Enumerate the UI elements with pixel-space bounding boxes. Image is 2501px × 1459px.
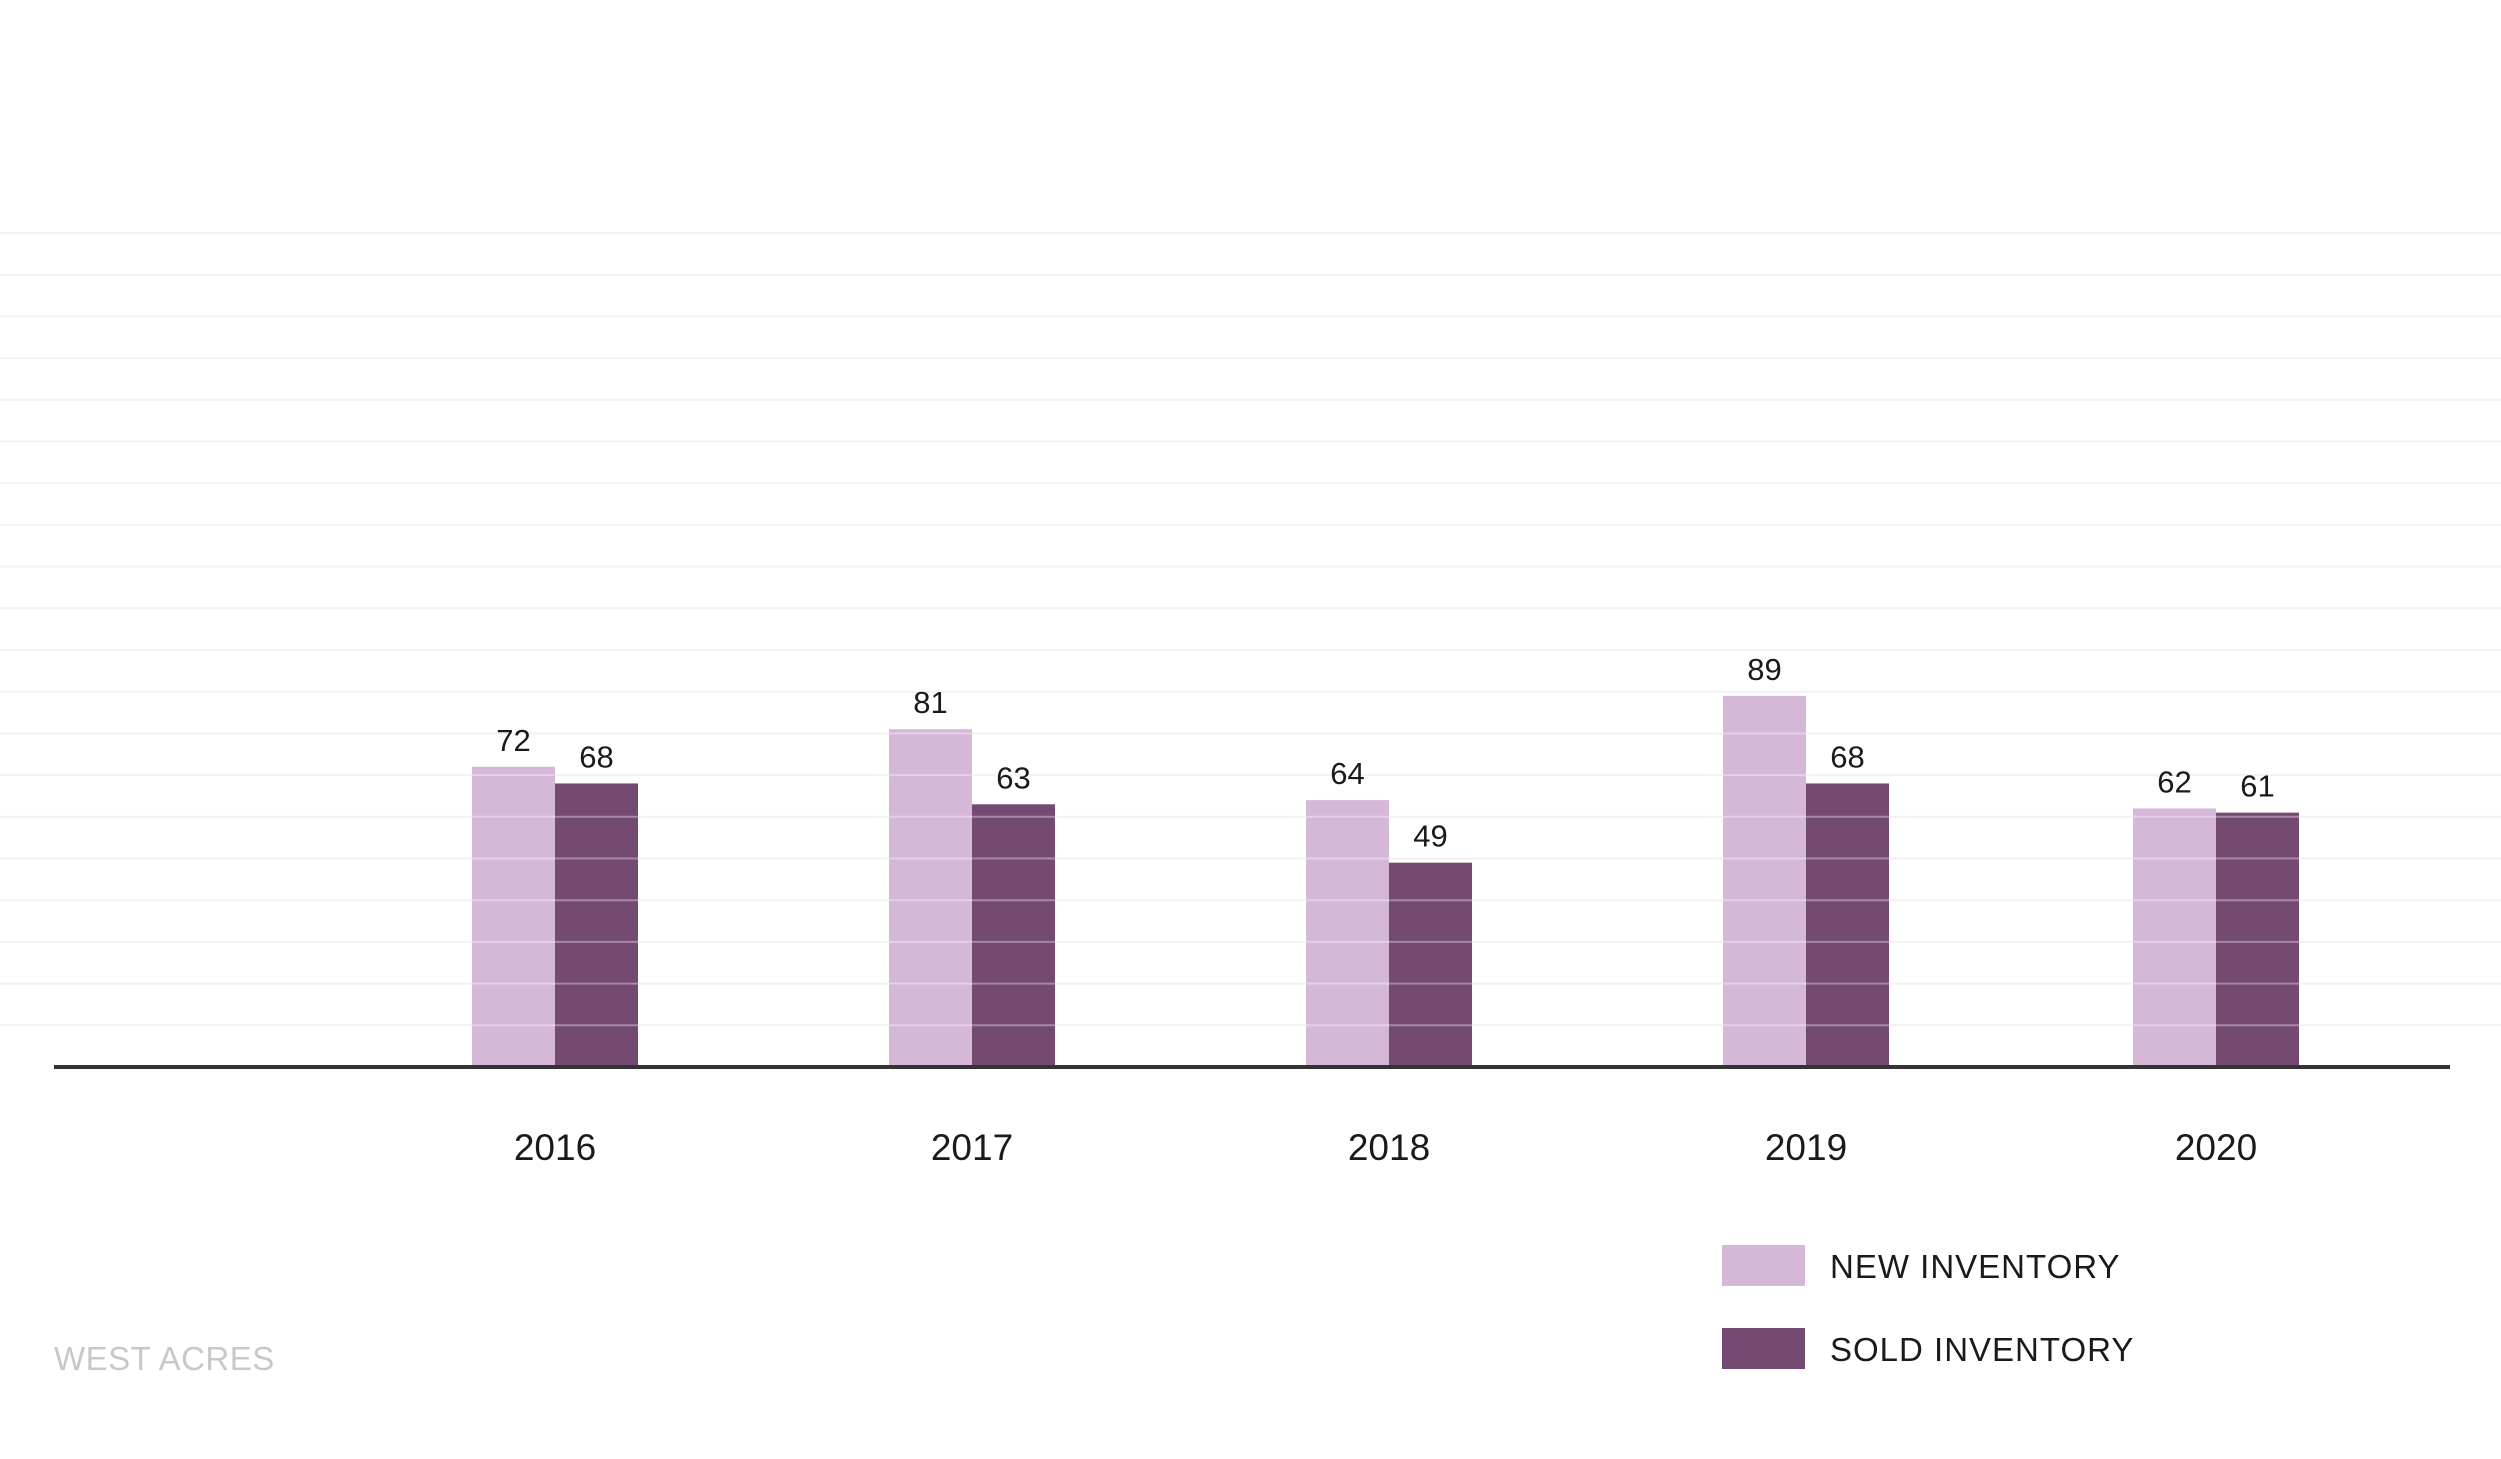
bar-new-inventory-2020 — [2133, 808, 2216, 1067]
legend-swatch — [1722, 1245, 1805, 1286]
x-tick-labels: 2016 2017 2018 2019 2020 — [514, 1127, 2257, 1168]
x-tick-label: 2020 — [2175, 1127, 2257, 1168]
bar-new-inventory-2018 — [1306, 800, 1389, 1067]
data-label: 81 — [913, 685, 947, 720]
x-tick-label: 2017 — [931, 1127, 1013, 1168]
data-label: 49 — [1413, 819, 1447, 854]
data-label: 64 — [1330, 756, 1364, 791]
legend-label: SOLD INVENTORY — [1830, 1331, 2134, 1368]
legend-label: NEW INVENTORY — [1830, 1248, 2121, 1285]
bar-new-inventory-2017 — [889, 729, 972, 1067]
legend-swatch — [1722, 1328, 1805, 1369]
x-tick-label: 2016 — [514, 1127, 596, 1168]
bar-sold-inventory-2017 — [972, 804, 1055, 1067]
data-label: 72 — [496, 723, 530, 758]
bar-sold-inventory-2016 — [555, 783, 638, 1067]
bar-new-inventory-2019 — [1723, 695, 1806, 1067]
data-label: 68 — [1830, 739, 1864, 774]
data-label: 89 — [1747, 652, 1781, 687]
bar-gridline-overlay — [472, 732, 2299, 1027]
data-label: 61 — [2240, 769, 2274, 804]
data-label: 62 — [2157, 764, 2191, 799]
gridlines — [0, 232, 2501, 1027]
bars — [472, 695, 2299, 1067]
data-label: 63 — [996, 760, 1030, 795]
source-caption: WEST ACRES — [54, 1340, 275, 1377]
bar-sold-inventory-2019 — [1806, 783, 1889, 1067]
data-label: 68 — [579, 739, 613, 774]
legend: NEW INVENTORY SOLD INVENTORY — [1722, 1245, 2134, 1369]
data-labels: 72 68 81 63 64 49 89 68 62 61 — [496, 652, 2274, 854]
x-tick-label: 2019 — [1765, 1127, 1847, 1168]
bar-new-inventory-2016 — [472, 766, 555, 1067]
x-tick-label: 2018 — [1348, 1127, 1430, 1168]
bar-sold-inventory-2020 — [2216, 812, 2299, 1067]
bar-sold-inventory-2018 — [1389, 862, 1472, 1067]
